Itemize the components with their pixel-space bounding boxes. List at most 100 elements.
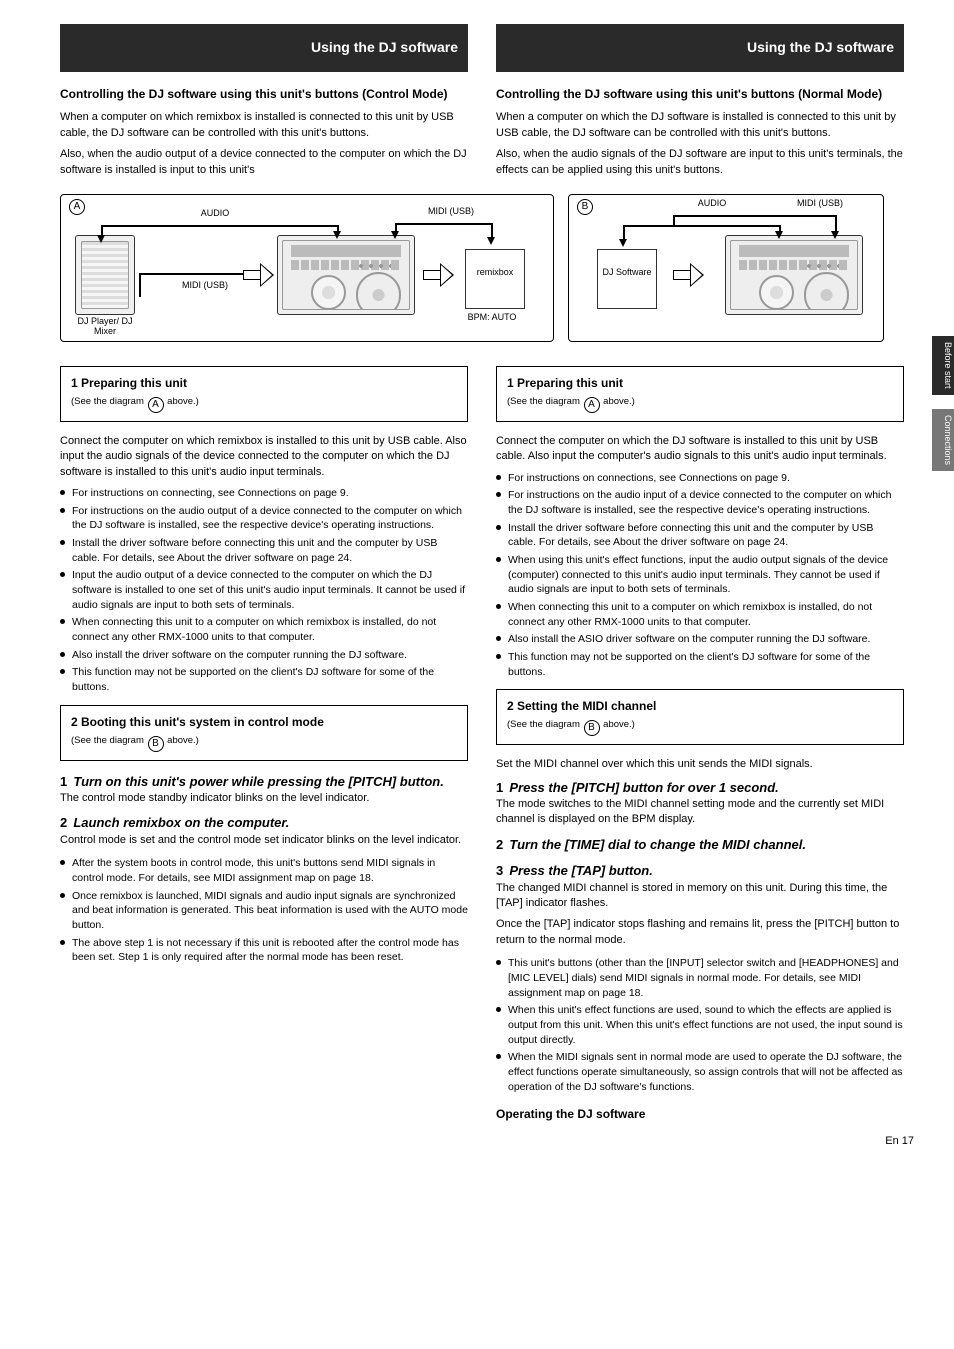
circ-a-icon: A bbox=[148, 397, 164, 413]
arrow-a-player bbox=[333, 231, 341, 239]
step-num: 1 bbox=[496, 780, 503, 795]
left-substep1: 1 Turn on this unit's power while pressi… bbox=[60, 773, 468, 807]
list-item: This function may not be supported on th… bbox=[496, 650, 904, 679]
left-step2-sub: (See the diagram B above.) bbox=[71, 735, 199, 746]
right-intro-title: Controlling the DJ software using this u… bbox=[496, 86, 904, 103]
list-item: For instructions on the audio input of a… bbox=[496, 488, 904, 517]
step-body: The changed MIDI channel is stored in me… bbox=[496, 881, 904, 912]
right-substep2: 2 Turn the [TIME] dial to change the MID… bbox=[496, 836, 904, 854]
right-bullets2: This unit's buttons (other than the [INP… bbox=[496, 956, 904, 1094]
right-substep3: 3 Press the [TAP] button. The changed MI… bbox=[496, 862, 904, 948]
circ-b-icon: B bbox=[148, 736, 164, 752]
player-deco-a bbox=[282, 240, 410, 310]
brace-l bbox=[139, 273, 141, 297]
list-item: This unit's buttons (other than the [INP… bbox=[496, 956, 904, 1000]
left-step2-title: 2 Booting this unit's system in control … bbox=[71, 714, 457, 731]
list-item: When the MIDI signals sent in normal mod… bbox=[496, 1050, 904, 1094]
left-step1-title: 1 Preparing this unit bbox=[71, 375, 457, 392]
step-title: Press the [PITCH] button for over 1 seco… bbox=[509, 780, 778, 795]
label-midi-b: MIDI (USB) bbox=[785, 199, 855, 209]
list-item: When using this unit's effect functions,… bbox=[496, 553, 904, 597]
panel-b-label: B bbox=[577, 199, 593, 215]
line-b-top bbox=[623, 225, 781, 227]
step-title: Turn the [TIME] dial to change the MIDI … bbox=[509, 837, 806, 852]
side-tabs: Before start Connections bbox=[932, 336, 954, 485]
list-item: Also install the ASIO driver software on… bbox=[496, 632, 904, 647]
list-item: When connecting this unit to a computer … bbox=[496, 600, 904, 629]
remixbox-box-a: remixbox bbox=[465, 249, 525, 309]
section-banner-left: Using the DJ software bbox=[60, 24, 468, 72]
right-intro-body2: Also, when the audio signals of the DJ s… bbox=[496, 147, 904, 178]
left-intro-body2: Also, when the audio output of a device … bbox=[60, 147, 468, 178]
right-step2-sub: (See the diagram B above.) bbox=[507, 719, 635, 730]
hollow-arrow-b bbox=[673, 259, 703, 289]
list-item: Also install the driver software on the … bbox=[60, 648, 468, 663]
left-step1-body: Connect the computer on which remixbox i… bbox=[60, 434, 468, 480]
list-item: The above step 1 is not necessary if thi… bbox=[60, 936, 468, 965]
dj-mixer-label: DJ Player/ DJ Mixer bbox=[75, 317, 135, 337]
list-item: For instructions on connections, see Con… bbox=[496, 471, 904, 486]
line-b2-l bbox=[673, 215, 675, 225]
list-item: Install the driver software before conne… bbox=[496, 521, 904, 550]
right-intro-body1: When a computer on which the DJ software… bbox=[496, 110, 904, 141]
player-icon-b bbox=[725, 235, 863, 315]
right-step2-body: Set the MIDI channel over which this uni… bbox=[496, 757, 904, 772]
list-item: For instructions on the audio output of … bbox=[60, 504, 468, 533]
right-step1-title: 1 Preparing this unit bbox=[507, 375, 893, 392]
left-step1-sub: (See the diagram A above.) bbox=[71, 396, 199, 407]
label-midi-a2: MIDI (USB) bbox=[177, 281, 233, 291]
figure-panel-b: B DJ Software AUDIO bbox=[568, 194, 884, 342]
panel-a-label: A bbox=[69, 199, 85, 215]
line-a-usb bbox=[395, 223, 493, 225]
step-num: 3 bbox=[496, 863, 503, 878]
dj-software-box: DJ Software bbox=[597, 249, 657, 309]
arrow-a-mixer bbox=[97, 235, 105, 243]
label-audio-a: AUDIO bbox=[185, 209, 245, 219]
step-body: Control mode is set and the control mode… bbox=[60, 833, 468, 848]
list-item: When connecting this unit to a computer … bbox=[60, 615, 468, 644]
right-step1-body: Connect the computer on which the DJ sof… bbox=[496, 434, 904, 465]
dj-mixer-icon bbox=[75, 235, 135, 315]
left-intro-body1: When a computer on which remixbox is ins… bbox=[60, 110, 468, 141]
step-body2: Once the [TAP] indicator stops flashing … bbox=[496, 917, 904, 948]
list-item: For instructions on connecting, see Conn… bbox=[60, 486, 468, 501]
right-steplist: 1 Press the [PITCH] button for over 1 se… bbox=[496, 779, 904, 949]
left-column: 1 Preparing this unit (See the diagram A… bbox=[60, 356, 468, 1129]
left-steplist: 1 Turn on this unit's power while pressi… bbox=[60, 773, 468, 849]
right-bullets1: For instructions on connections, see Con… bbox=[496, 471, 904, 680]
circ-a-icon など: A bbox=[584, 397, 600, 413]
label-audio-b: AUDIO bbox=[687, 199, 737, 209]
page-number: En 17 bbox=[885, 1134, 914, 1149]
line-midbrace bbox=[139, 273, 249, 275]
left-bullets1: For instructions on connecting, see Conn… bbox=[60, 486, 468, 695]
step-num: 1 bbox=[60, 774, 67, 789]
player-deco-b bbox=[730, 240, 858, 310]
side-tab-1: Before start bbox=[932, 336, 954, 395]
step-title: Launch remixbox on the computer. bbox=[73, 815, 289, 830]
arrow-b-r bbox=[775, 231, 783, 239]
right-substep1: 1 Press the [PITCH] button for over 1 se… bbox=[496, 779, 904, 828]
step-body: The control mode standby indicator blink… bbox=[60, 791, 468, 806]
step-body: The mode switches to the MIDI channel se… bbox=[496, 797, 904, 828]
left-intro-title: Controlling the DJ software using this u… bbox=[60, 86, 468, 103]
left-bullets2: After the system boots in control mode, … bbox=[60, 856, 468, 965]
body-columns: 1 Preparing this unit (See the diagram A… bbox=[60, 356, 904, 1129]
line-b-top2 bbox=[673, 215, 837, 217]
arrow-a-usb-r bbox=[487, 237, 495, 245]
right-column: 1 Preparing this unit (See the diagram A… bbox=[496, 356, 904, 1129]
right-step1-box: 1 Preparing this unit (See the diagram A… bbox=[496, 366, 904, 422]
arrow-a-usb-l bbox=[391, 231, 399, 239]
connection-figure: A DJ Player/ DJ Mixer remixbox bbox=[60, 194, 884, 342]
step-title: Turn on this unit's power while pressing… bbox=[73, 774, 443, 789]
banner-row: Using the DJ software Controlling the DJ… bbox=[60, 24, 904, 184]
arrow-b-l bbox=[619, 239, 627, 247]
list-item: This function may not be supported on th… bbox=[60, 665, 468, 694]
side-tab-2: Connections bbox=[932, 409, 954, 471]
label-midi-a: MIDI (USB) bbox=[421, 207, 481, 217]
left-step1-box: 1 Preparing this unit (See the diagram A… bbox=[60, 366, 468, 422]
left-step2-box: 2 Booting this unit's system in control … bbox=[60, 705, 468, 761]
player-icon-a bbox=[277, 235, 415, 315]
line-a-top bbox=[101, 225, 339, 227]
list-item: Input the audio output of a device conne… bbox=[60, 568, 468, 612]
right-bold-head: Operating the DJ software bbox=[496, 1106, 904, 1123]
